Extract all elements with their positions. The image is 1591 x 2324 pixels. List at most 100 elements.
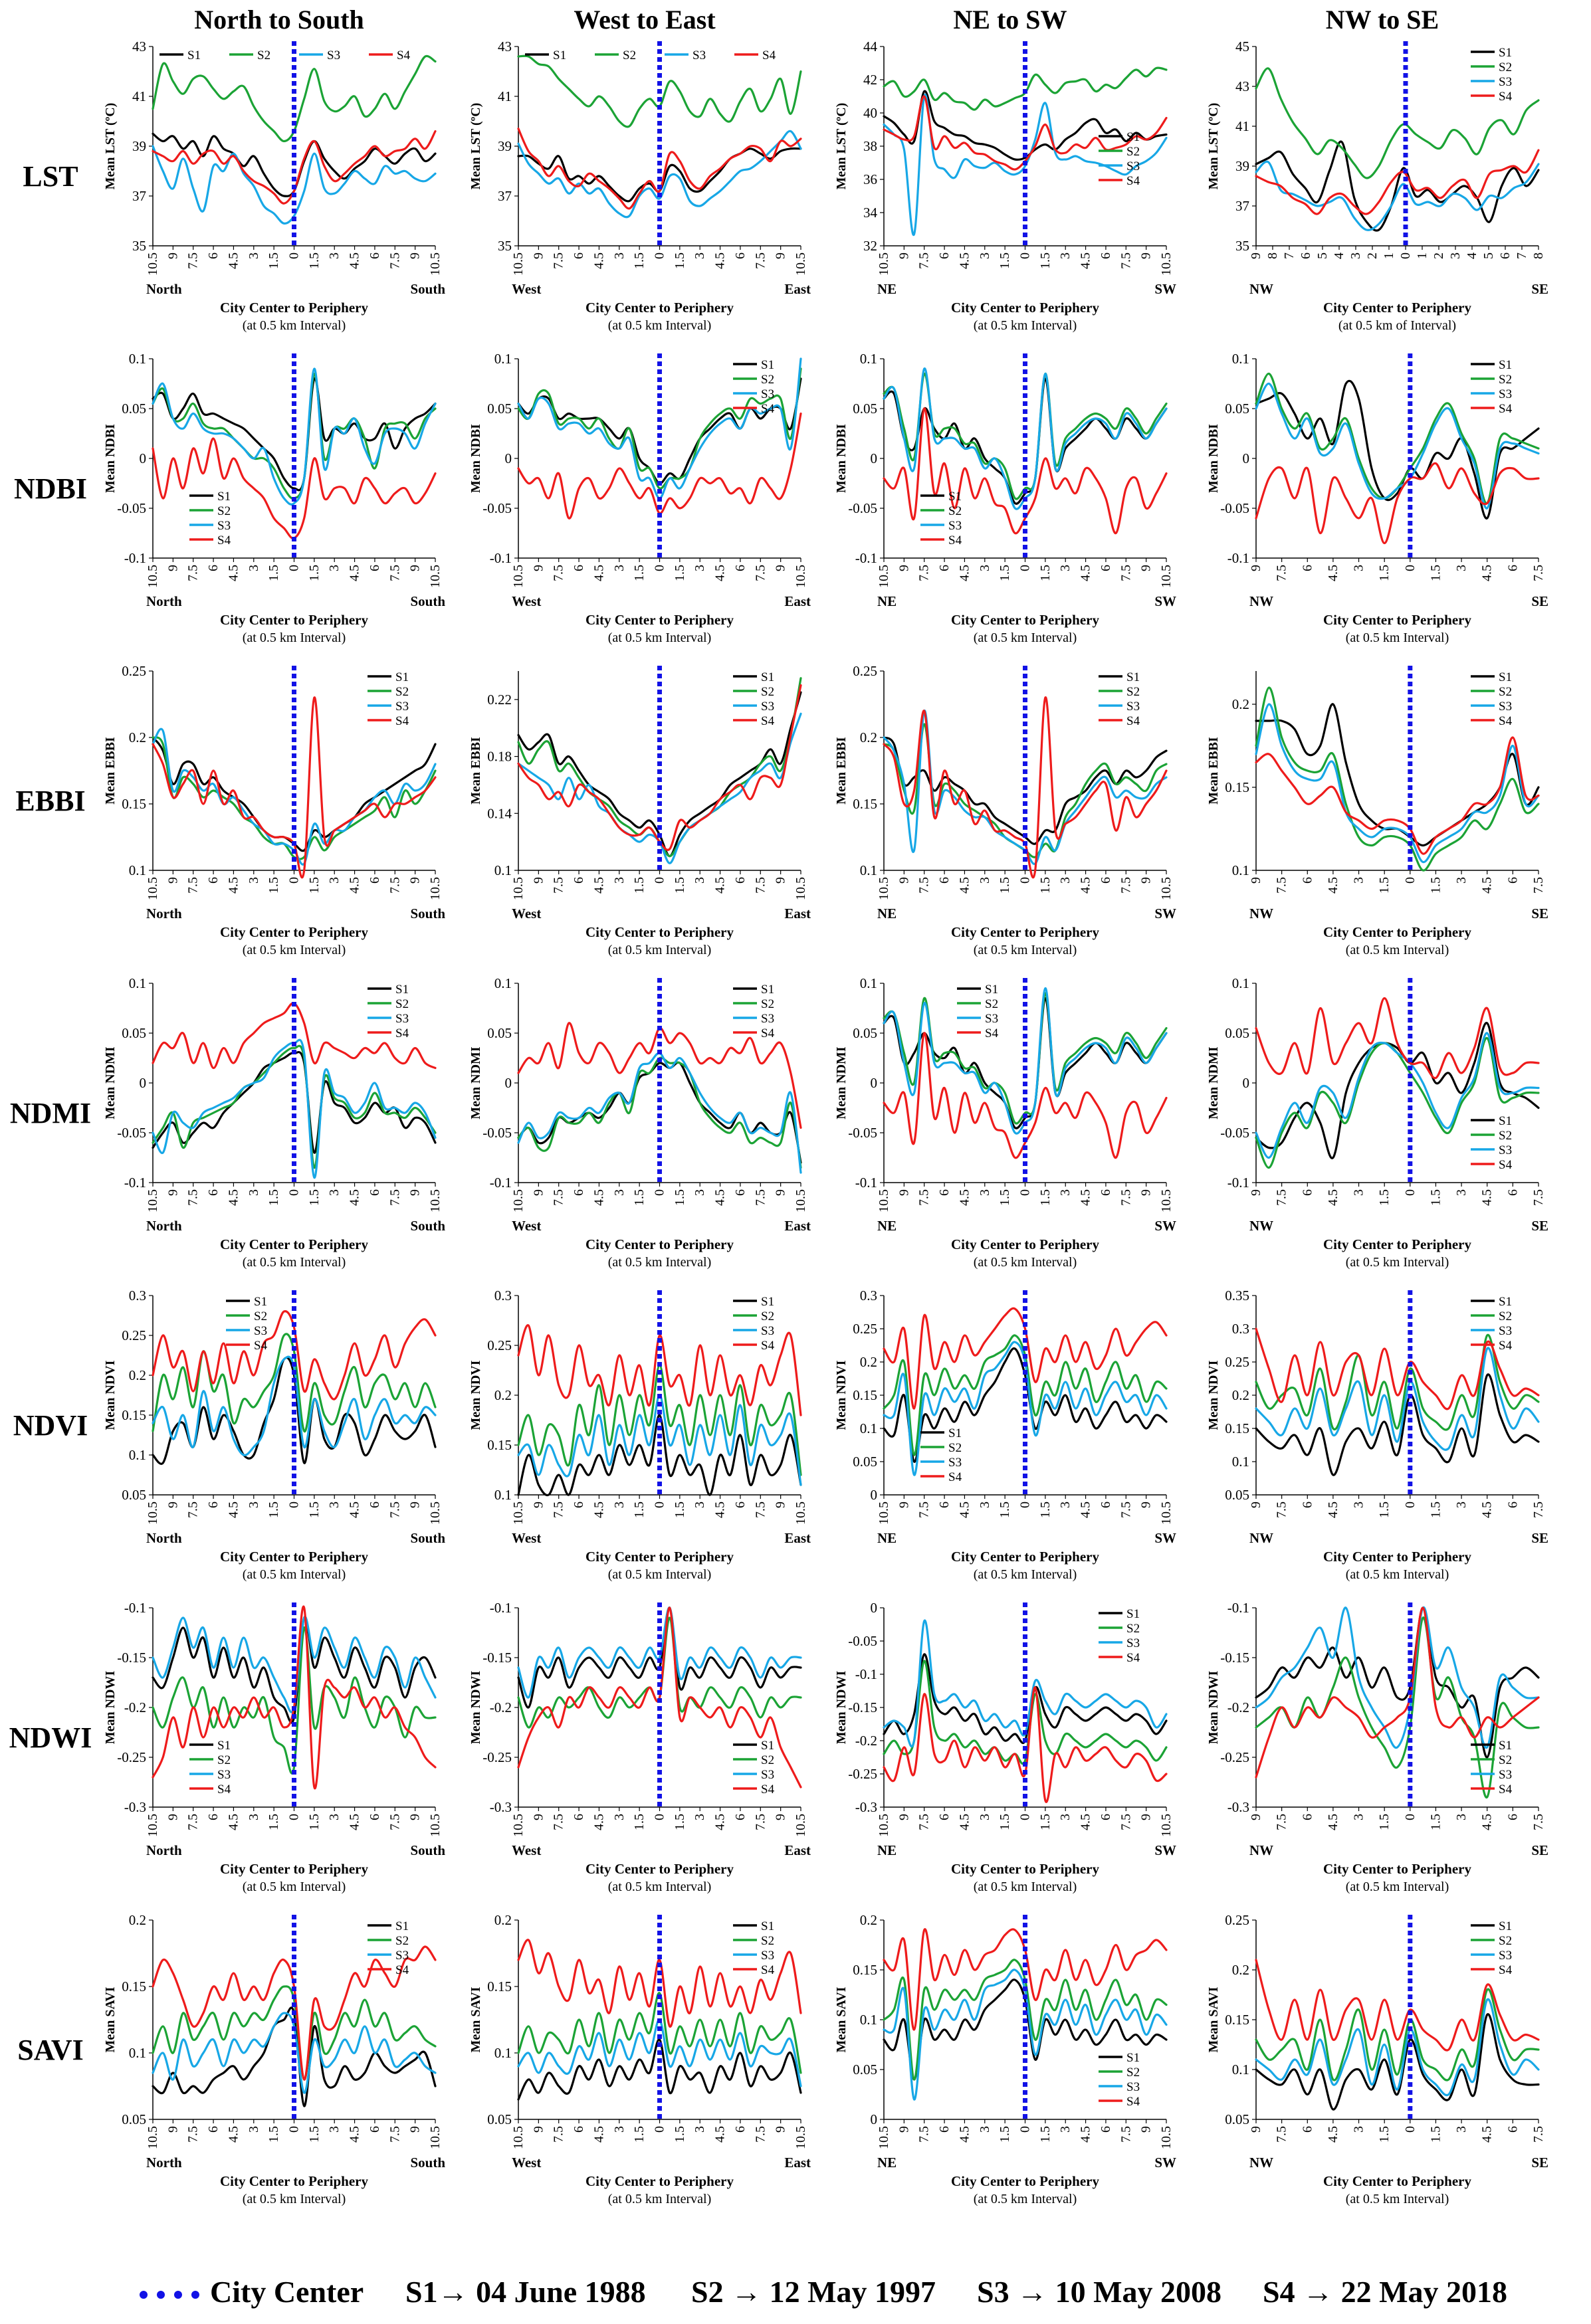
y-tick-label: 0.05 — [853, 1454, 877, 1470]
x-tick-label: 10.5 — [146, 565, 160, 588]
x-tick-label: 10.5 — [1159, 1501, 1174, 1525]
x-tick-label: 3 — [692, 1814, 707, 1820]
x-tick-label: 3 — [327, 1814, 342, 1820]
series-s1-line — [1255, 379, 1540, 520]
legend-label-s1: S1 — [1499, 358, 1512, 372]
y-tick-label: 36 — [863, 171, 877, 187]
x-tick-label: 3 — [1454, 2126, 1469, 2133]
x-tick-label: 10.5 — [428, 877, 443, 900]
legend-label-s2: S2 — [395, 685, 409, 699]
legend-label-s4: S4 — [761, 402, 775, 416]
x-tick-label: 6 — [937, 2126, 952, 2133]
x-end-right-label: SW — [1154, 281, 1176, 297]
y-axis-label: Mean SAVI — [1206, 1986, 1221, 2052]
x-axis-sublabel: (at 0.5 km Interval) — [243, 943, 346, 957]
series-s3-line — [152, 367, 437, 506]
x-tick-label: 4.5 — [591, 877, 606, 894]
x-tick-label: 6 — [572, 877, 586, 884]
x-tick-label: 4.5 — [957, 2126, 972, 2143]
x-end-left-label: West — [512, 1218, 541, 1234]
x-tick-label: 3 — [327, 2126, 342, 2133]
x-tick-label: 1.5 — [307, 1189, 322, 1206]
x-tick-label: 3 — [1352, 565, 1366, 571]
series-s3-line — [1255, 160, 1540, 231]
chart-ebbi-west-to-east: 0.22 0.18 0.14 0.1 Mean EBBI 10.5 9 7.5 6 4.5 3 1.5… — [469, 666, 811, 957]
x-tick-label: 6 — [937, 1189, 952, 1196]
series-s1-line — [517, 1414, 802, 1497]
x-tick-label: 3 — [692, 565, 707, 571]
y-tick-label: 38 — [863, 138, 877, 154]
legend-label-s3: S3 — [254, 1324, 267, 1338]
legend-city-center: City Center — [140, 2274, 364, 2309]
legend-label-s1: S1 — [1126, 1607, 1140, 1621]
x-end-left-label: West — [512, 906, 541, 921]
x-tick-label: 3 — [1352, 1501, 1366, 1508]
legend-label-s1: S1 — [761, 670, 774, 684]
x-tick-label: 9 — [531, 252, 546, 259]
x-axis-sublabel: (at 0.5 km Interval) — [608, 1880, 712, 1894]
x-tick-label: 7.5 — [387, 565, 402, 581]
x-tick-label: 4.5 — [591, 565, 606, 581]
legend-label-s2: S2 — [1126, 1622, 1140, 1636]
x-tick-label: 1.5 — [632, 565, 647, 581]
x-tick-label: 1.5 — [1377, 2126, 1392, 2143]
y-tick-label: 0.1 — [494, 862, 512, 878]
x-tick-label: 3 — [612, 1501, 627, 1508]
y-tick-label: 0.05 — [122, 401, 146, 417]
y-axis-label: Mean NDMI — [469, 1046, 483, 1119]
x-tick-label: 3 — [1058, 1189, 1073, 1196]
x-tick-label: 10.5 — [146, 1814, 160, 1837]
x-tick-label: 6 — [368, 252, 382, 259]
x-tick-label: 8 — [1531, 252, 1546, 259]
y-tick-label: 0 — [871, 450, 878, 466]
y-tick-label: 0.1 — [129, 2045, 146, 2061]
y-axis-label: Mean NDMI — [103, 1046, 118, 1119]
x-tick-label: 6 — [572, 565, 586, 571]
series-s4-line — [517, 1324, 802, 1416]
x-tick-label: 1.5 — [1038, 565, 1053, 581]
x-tick-label: 3 — [978, 877, 992, 884]
x-tick-label: 7.5 — [753, 1501, 768, 1518]
y-tick-label: 0.15 — [487, 1979, 512, 1994]
y-tick-label: 35 — [498, 238, 512, 254]
y-tick-label: 0.25 — [122, 1327, 146, 1343]
x-tick-label: 9 — [408, 1814, 423, 1820]
y-tick-label: 0.15 — [853, 1387, 877, 1403]
y-tick-label: 0.3 — [494, 1288, 512, 1304]
x-tick-label: 7.5 — [917, 565, 932, 581]
x-tick-label: 6 — [206, 1814, 221, 1820]
legend-label-s3: S3 — [1499, 1324, 1512, 1338]
x-tick-label: 4.5 — [226, 877, 241, 894]
legend-label-s2: S2 — [985, 997, 998, 1011]
legend-label-s1: S1 — [948, 490, 962, 504]
x-tick-label: 3 — [1058, 1501, 1073, 1508]
x-tick-label: 10.5 — [428, 1189, 443, 1212]
x-tick-label: 9 — [408, 2126, 423, 2133]
y-tick-label: 37 — [132, 188, 146, 204]
legend-label-s4: S4 — [761, 714, 775, 728]
series-s2-line — [1255, 1616, 1540, 1798]
x-tick-label: 4.5 — [1326, 1501, 1340, 1518]
x-tick-label: 0 — [1403, 877, 1418, 884]
chart-ndbi-nw-to-se: 0.1 0.05 0 -0.05 -0.1 Mean NDBI 9 7.5 6 4.5 3 1.5 0 1… — [1206, 351, 1548, 645]
chart-savi-nw-to-se: 0.25 0.2 0.15 0.1 0.05 Mean SAVI 9 7.5 6 4.5 3 1.5 0… — [1206, 1912, 1548, 2206]
x-tick-label: 4.5 — [713, 252, 728, 269]
y-tick-label: 0.3 — [129, 1288, 146, 1304]
legend-label-s4: S4 — [395, 714, 409, 728]
y-tick-label: 41 — [498, 88, 512, 104]
x-tick-label: 4.5 — [1326, 1189, 1340, 1206]
x-end-right-label: SE — [1531, 1530, 1548, 1546]
x-tick-label: 6 — [1099, 1189, 1113, 1196]
x-tick-label: 1.5 — [673, 1501, 687, 1518]
x-tick-label: 9 — [897, 252, 911, 259]
series-s4-line — [1255, 149, 1540, 215]
x-tick-label: 1.5 — [998, 252, 1012, 269]
x-end-right-label: East — [784, 2155, 811, 2171]
y-tick-label: -0.2 — [855, 1733, 877, 1749]
series-s2-line — [1255, 1036, 1540, 1169]
series-s2-line — [152, 1626, 437, 1775]
